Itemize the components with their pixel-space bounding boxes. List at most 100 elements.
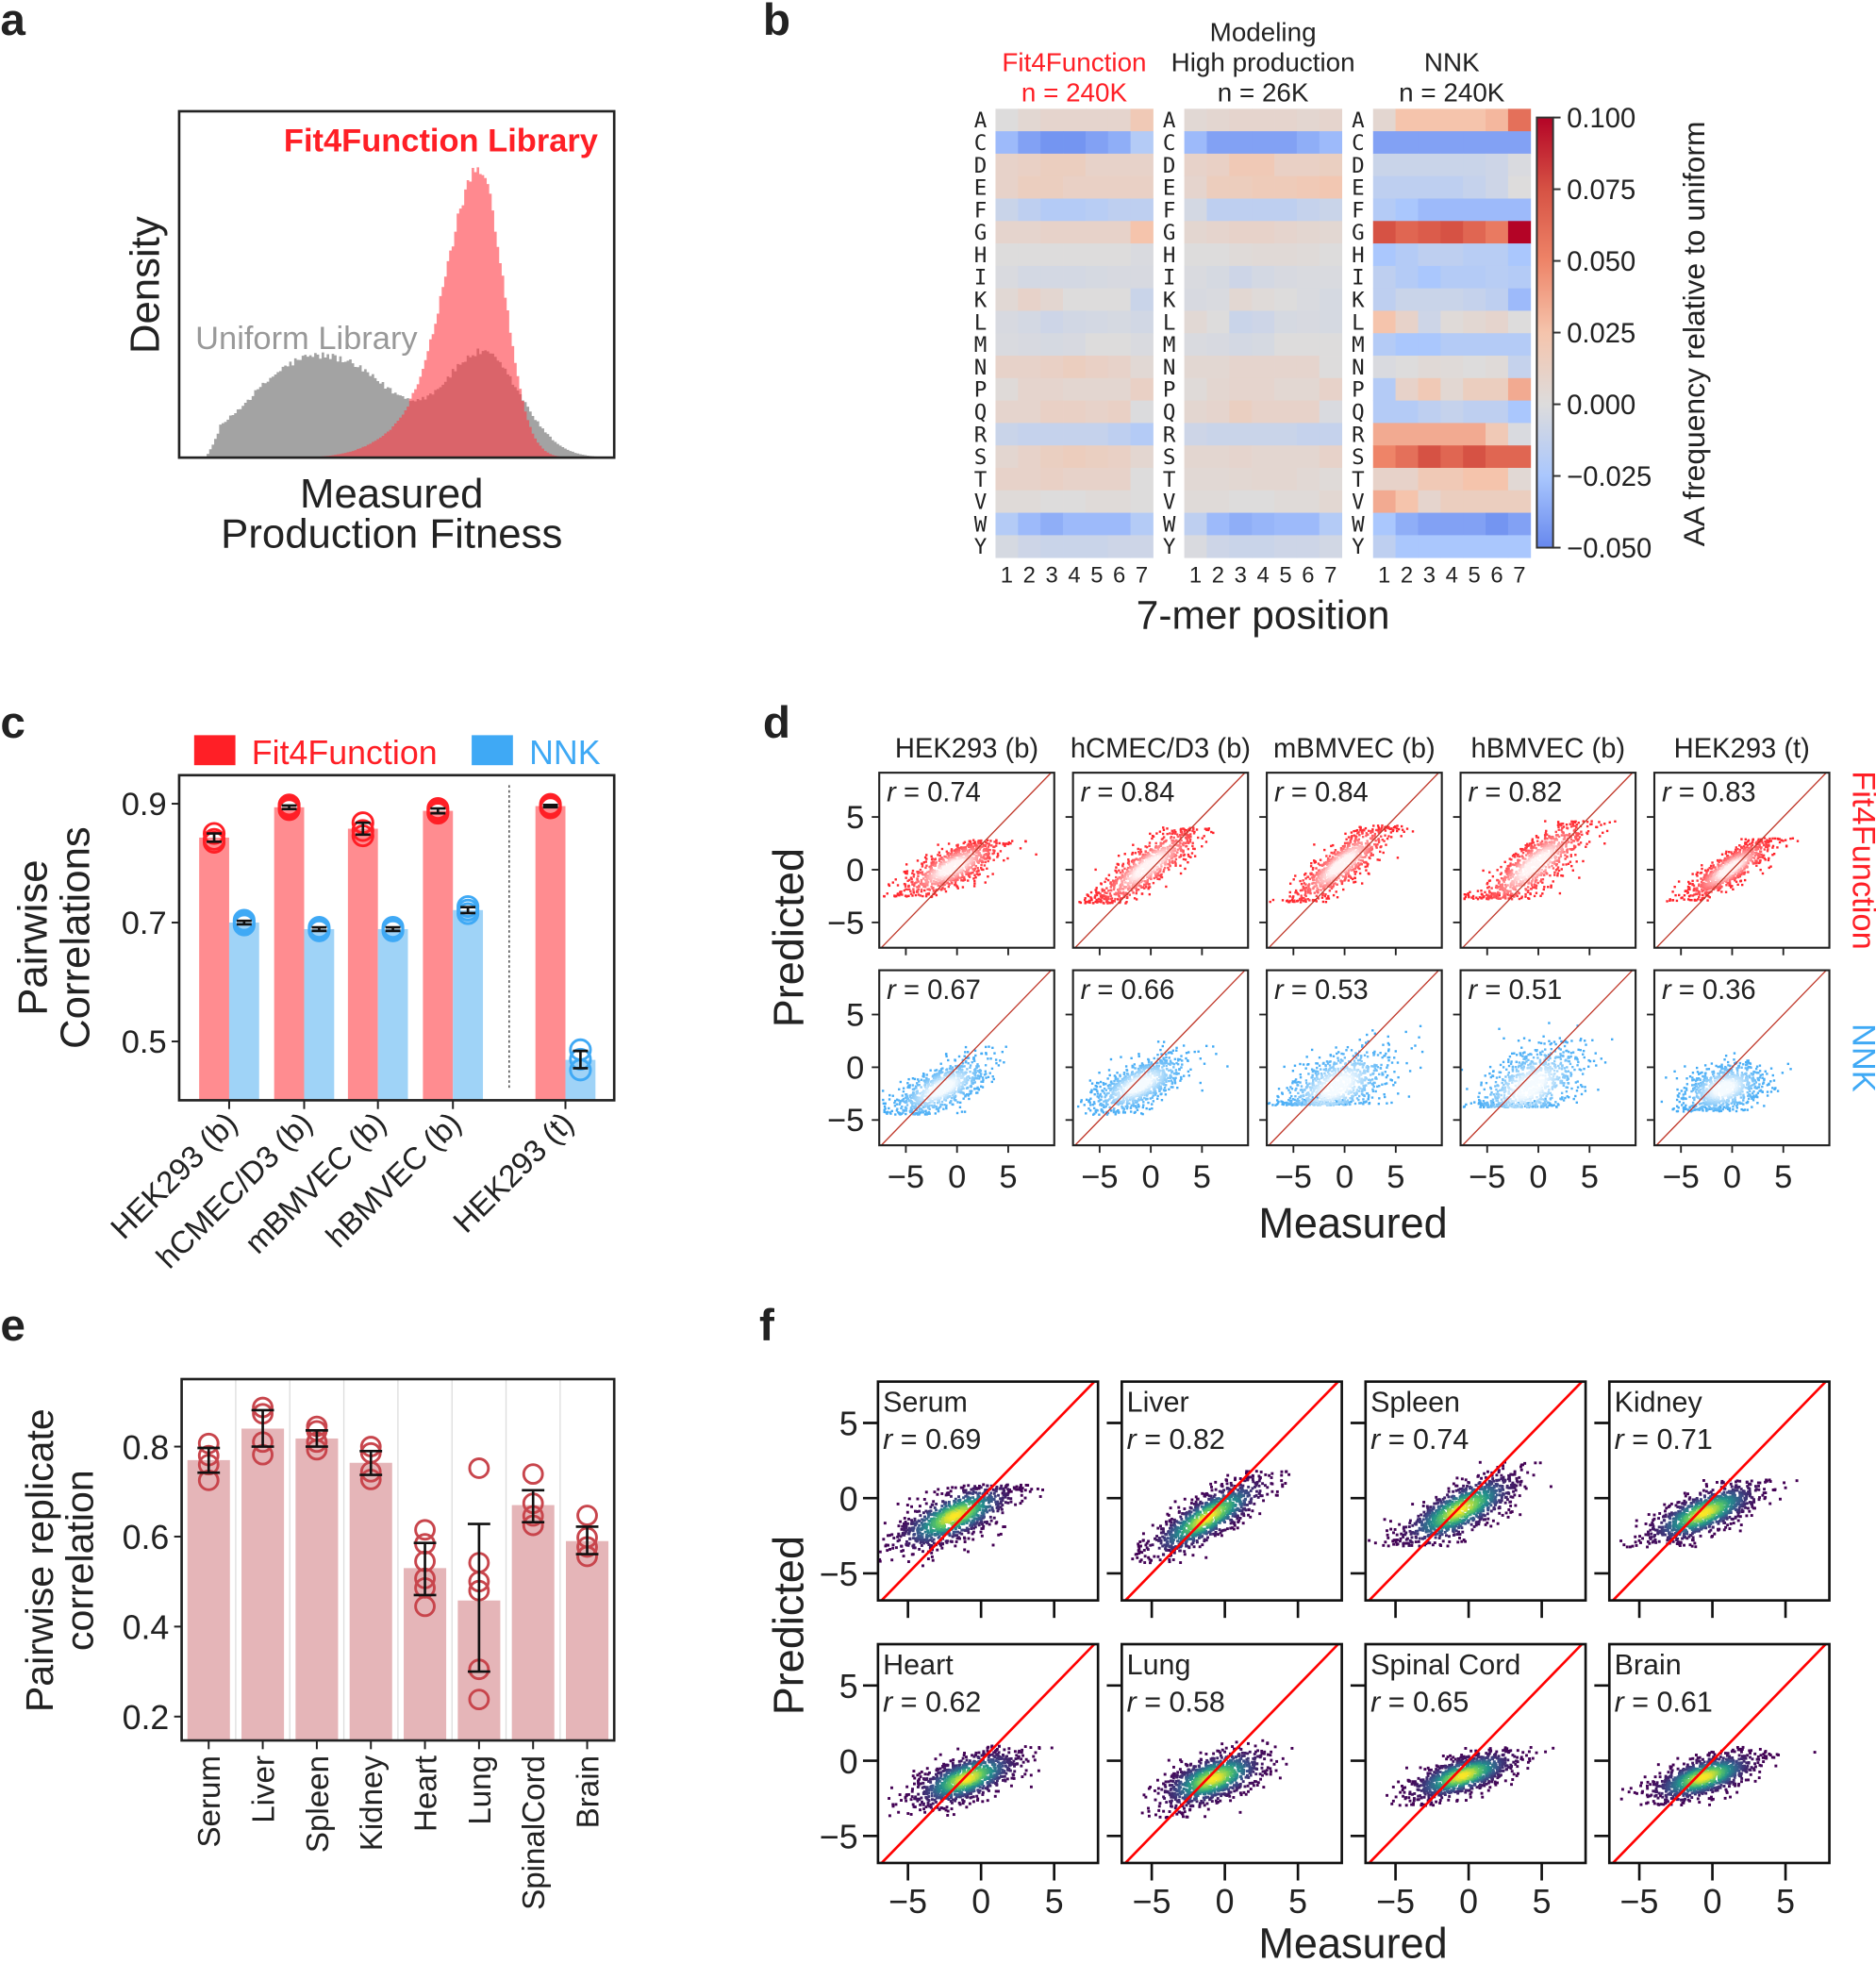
scatter-point bbox=[938, 865, 942, 868]
scatter-point bbox=[1179, 845, 1183, 848]
scatter-point bbox=[903, 871, 905, 873]
scatter-point bbox=[1303, 873, 1306, 876]
heatmap-cell bbox=[1184, 153, 1207, 177]
scatter-point bbox=[974, 865, 977, 868]
scatter-point bbox=[975, 858, 979, 862]
scatter-point bbox=[1602, 831, 1604, 835]
scatter-point bbox=[957, 850, 960, 854]
scatter-point bbox=[1132, 843, 1135, 846]
error-bar bbox=[542, 803, 558, 809]
scatter-point bbox=[984, 857, 987, 860]
scatter-point bbox=[1569, 825, 1573, 828]
scatter-point bbox=[1162, 841, 1165, 845]
scatter-point bbox=[1269, 900, 1271, 904]
row-label: D bbox=[1163, 154, 1176, 178]
heatmap-cell bbox=[995, 400, 1019, 424]
scatter-point bbox=[992, 852, 996, 855]
scatter-point bbox=[959, 853, 963, 856]
scatter-point bbox=[1002, 843, 1004, 846]
scatter-point bbox=[1370, 854, 1372, 857]
heatmap-cell bbox=[1063, 153, 1087, 177]
scatter-point bbox=[964, 853, 968, 856]
heatmap-cell bbox=[1440, 198, 1464, 222]
scatter-point bbox=[975, 873, 979, 875]
scatter-point bbox=[1157, 867, 1160, 871]
scatter-point bbox=[1550, 851, 1552, 854]
scatter-point bbox=[919, 872, 922, 874]
row-label: F bbox=[1352, 198, 1365, 223]
scatter-point bbox=[1744, 842, 1747, 845]
scatter-point bbox=[1515, 885, 1519, 888]
scatter-point bbox=[990, 844, 993, 847]
scatter-point bbox=[1673, 885, 1676, 889]
scatter-point bbox=[1565, 863, 1568, 866]
scatter-point bbox=[1324, 900, 1328, 904]
scatter-point bbox=[975, 843, 978, 846]
scatter-point bbox=[925, 892, 929, 896]
heatmap-cell bbox=[1486, 198, 1509, 222]
heatmap-cell bbox=[1418, 221, 1441, 244]
scatter-point bbox=[1145, 845, 1149, 849]
scatter-point bbox=[1155, 875, 1158, 879]
scatter-point bbox=[1189, 833, 1192, 836]
panel-label-e: e bbox=[0, 1301, 25, 1351]
scatter-point bbox=[1526, 886, 1530, 889]
scatter-point bbox=[947, 885, 951, 889]
scatter-point bbox=[1141, 853, 1144, 857]
heatmap-cell bbox=[1463, 400, 1486, 424]
scatter-point bbox=[948, 877, 951, 881]
scatter-point bbox=[1162, 828, 1166, 832]
scatter-point bbox=[921, 877, 925, 880]
heatmap-cell bbox=[1418, 490, 1441, 513]
scatter-point bbox=[989, 840, 992, 842]
heatmap-cell bbox=[1507, 467, 1532, 491]
heatmap-cell bbox=[1296, 535, 1320, 558]
scatter-point bbox=[1133, 897, 1137, 900]
scatter-point bbox=[1523, 868, 1526, 871]
heatmap-cell bbox=[995, 175, 1019, 199]
scatter-point bbox=[1572, 820, 1575, 823]
scatter-point bbox=[1507, 893, 1511, 897]
heatmap-cell bbox=[1018, 467, 1041, 491]
heatmap-cell bbox=[1229, 221, 1253, 244]
scatter-point bbox=[1156, 851, 1160, 854]
scatter-point bbox=[1677, 880, 1681, 883]
scatter-point bbox=[1499, 897, 1502, 900]
scatter-point bbox=[1162, 868, 1166, 872]
scatter-point bbox=[1135, 871, 1138, 873]
row-label: S bbox=[1163, 445, 1176, 470]
scatter-point bbox=[1311, 868, 1315, 871]
replicate-point bbox=[277, 798, 301, 822]
heatmap-cell bbox=[1040, 512, 1064, 536]
scatter-point bbox=[934, 857, 937, 861]
scatter-point bbox=[1579, 841, 1583, 844]
scatter-point bbox=[980, 861, 984, 864]
scatter-point bbox=[957, 858, 961, 861]
scatter-point bbox=[1304, 890, 1307, 893]
scatter-point bbox=[1750, 845, 1752, 848]
scatter-point bbox=[1182, 843, 1185, 847]
heatmap-cell bbox=[1229, 512, 1253, 536]
scatter-point bbox=[1120, 891, 1122, 895]
scatter-point bbox=[1357, 831, 1360, 834]
heatmap-cell bbox=[995, 221, 1019, 244]
scatter-point bbox=[1129, 867, 1132, 870]
error-bar bbox=[460, 906, 476, 915]
scatter-point bbox=[945, 850, 949, 853]
scatter-point bbox=[1128, 893, 1132, 896]
heatmap-cell bbox=[1486, 445, 1509, 469]
heatmap-cell bbox=[1507, 356, 1532, 379]
scatter-point bbox=[914, 893, 918, 897]
scatter-point bbox=[1115, 891, 1118, 895]
scatter-point bbox=[1124, 881, 1127, 884]
scatter-point bbox=[971, 839, 975, 841]
heatmap-cell bbox=[1372, 288, 1397, 311]
scatter-point bbox=[961, 886, 965, 889]
scatter-point bbox=[1162, 826, 1165, 829]
heatmap-cell bbox=[1229, 198, 1253, 222]
scatter-point bbox=[988, 842, 991, 845]
heatmap-cell bbox=[1252, 512, 1275, 536]
scatter-point bbox=[1140, 892, 1144, 895]
